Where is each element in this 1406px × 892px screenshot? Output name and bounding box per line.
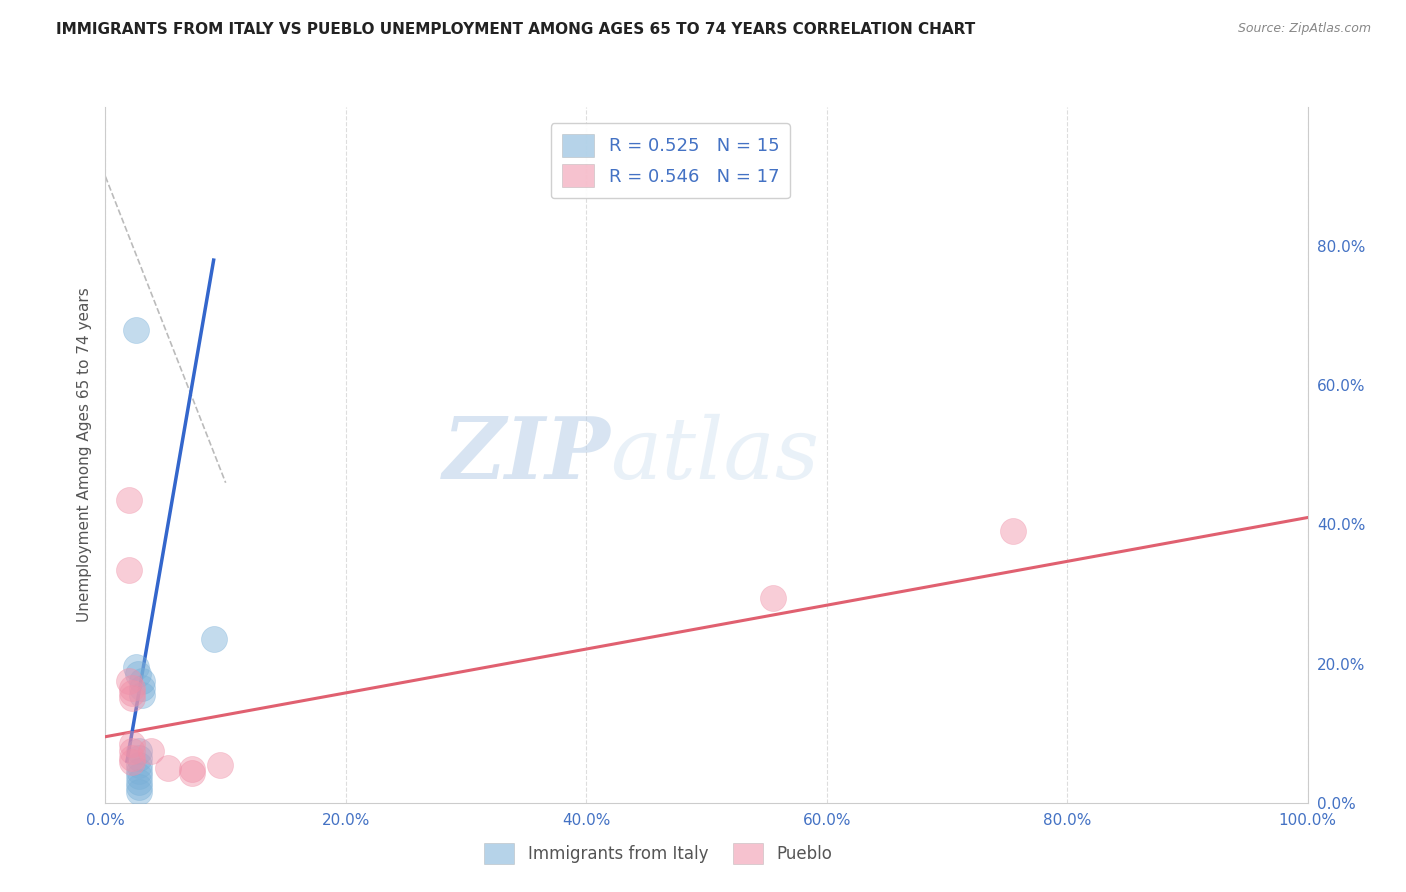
Text: Source: ZipAtlas.com: Source: ZipAtlas.com (1237, 22, 1371, 36)
Point (121, 756, 143, 770)
Point (118, 563, 141, 577)
Point (1002, 524, 1025, 539)
Point (131, 681, 153, 695)
Point (124, 323, 146, 337)
Point (181, 763, 204, 777)
Point (181, 765, 204, 780)
Point (208, 757, 231, 772)
Point (121, 737, 143, 751)
Point (124, 660, 146, 674)
Text: IMMIGRANTS FROM ITALY VS PUEBLO UNEMPLOYMENT AMONG AGES 65 TO 74 YEARS CORRELATI: IMMIGRANTS FROM ITALY VS PUEBLO UNEMPLOY… (56, 22, 976, 37)
Point (128, 780, 150, 795)
Point (121, 686, 143, 700)
Point (762, 591, 785, 605)
Y-axis label: Unemployment Among Ages 65 to 74 years: Unemployment Among Ages 65 to 74 years (76, 287, 91, 623)
Point (128, 785, 150, 799)
Point (121, 691, 143, 706)
Legend: Immigrants from Italy, Pueblo: Immigrants from Italy, Pueblo (478, 837, 839, 871)
Point (128, 764, 150, 779)
Point (128, 757, 150, 772)
Text: atlas: atlas (610, 414, 820, 496)
Point (202, 632, 225, 647)
Point (121, 750, 143, 764)
Point (121, 681, 143, 695)
Point (121, 744, 143, 758)
Point (131, 674, 153, 689)
Point (118, 674, 141, 689)
Text: ZIP: ZIP (443, 413, 610, 497)
Point (128, 775, 150, 789)
Point (118, 493, 141, 508)
Point (128, 744, 150, 758)
Point (128, 769, 150, 783)
Point (127, 667, 149, 681)
Point (139, 744, 162, 758)
Point (128, 750, 150, 764)
Point (131, 688, 153, 702)
Point (156, 761, 179, 775)
